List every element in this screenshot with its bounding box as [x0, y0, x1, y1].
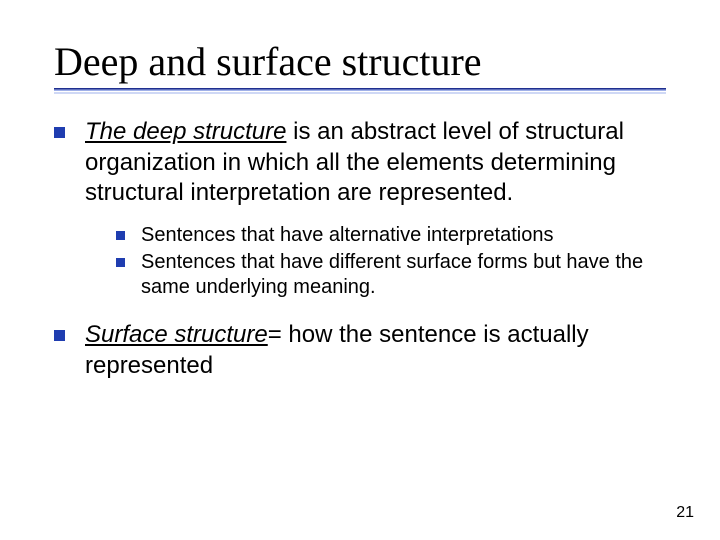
slide: Deep and surface structure The deep stru…: [0, 0, 720, 540]
bullet-text: Surface structure= how the sentence is a…: [85, 320, 666, 381]
bullet-surface-structure: Surface structure= how the sentence is a…: [54, 320, 666, 381]
title-underline: [54, 88, 666, 91]
sub-bullet-1: Sentences that have alternative interpre…: [116, 223, 666, 248]
sub-bullet-text: Sentences that have different surface fo…: [141, 250, 666, 300]
sub-bullet-text: Sentences that have alternative interpre…: [141, 223, 553, 248]
title-block: Deep and surface structure: [54, 40, 666, 91]
bullet-deep-structure: The deep structure is an abstract level …: [54, 117, 666, 209]
page-number: 21: [676, 504, 694, 522]
sub-bullet-2: Sentences that have different surface fo…: [116, 250, 666, 300]
square-bullet-icon: [54, 127, 65, 138]
sub-bullet-group: Sentences that have alternative interpre…: [116, 223, 666, 300]
term-surface-structure: Surface structure: [85, 321, 268, 348]
square-bullet-icon: [54, 330, 65, 341]
content-area: The deep structure is an abstract level …: [54, 117, 666, 382]
square-bullet-icon: [116, 231, 125, 240]
bullet-text: The deep structure is an abstract level …: [85, 117, 666, 209]
square-bullet-icon: [116, 258, 125, 267]
term-deep-structure: The deep structure: [85, 118, 286, 145]
slide-title: Deep and surface structure: [54, 40, 666, 84]
